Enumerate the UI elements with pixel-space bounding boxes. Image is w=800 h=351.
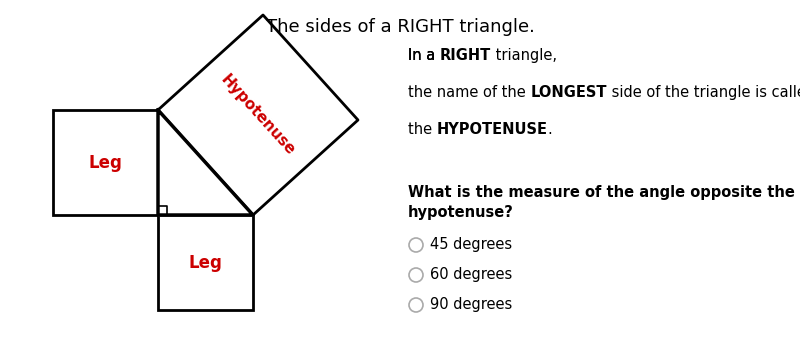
Text: hypotenuse?: hypotenuse? [408, 205, 514, 220]
Text: the name of the: the name of the [408, 85, 530, 100]
Text: RIGHT: RIGHT [440, 48, 491, 63]
Text: triangle,: triangle, [491, 48, 557, 63]
Polygon shape [158, 110, 253, 215]
Text: the: the [408, 122, 437, 137]
Bar [53, 110, 158, 215]
Text: HYPOTENUSE: HYPOTENUSE [437, 122, 548, 137]
Text: Leg: Leg [89, 153, 122, 172]
Bar [158, 215, 253, 310]
Circle shape [409, 268, 423, 282]
Text: In a: In a [408, 48, 440, 63]
Text: .: . [548, 122, 553, 137]
Circle shape [409, 238, 423, 252]
Circle shape [409, 298, 423, 312]
Text: 45 degrees: 45 degrees [430, 238, 512, 252]
Text: Leg: Leg [189, 253, 222, 272]
Text: In a: In a [408, 48, 440, 63]
Text: LONGEST: LONGEST [530, 85, 607, 100]
Text: Hypotenuse: Hypotenuse [218, 72, 298, 158]
Text: 90 degrees: 90 degrees [430, 298, 512, 312]
Polygon shape [158, 15, 358, 215]
Text: side of the triangle is called: side of the triangle is called [607, 85, 800, 100]
Text: 60 degrees: 60 degrees [430, 267, 512, 283]
Text: What is the measure of the angle opposite the: What is the measure of the angle opposit… [408, 185, 795, 200]
Text: In a: In a [408, 48, 440, 63]
Text: The sides of a RIGHT triangle.: The sides of a RIGHT triangle. [266, 18, 534, 36]
